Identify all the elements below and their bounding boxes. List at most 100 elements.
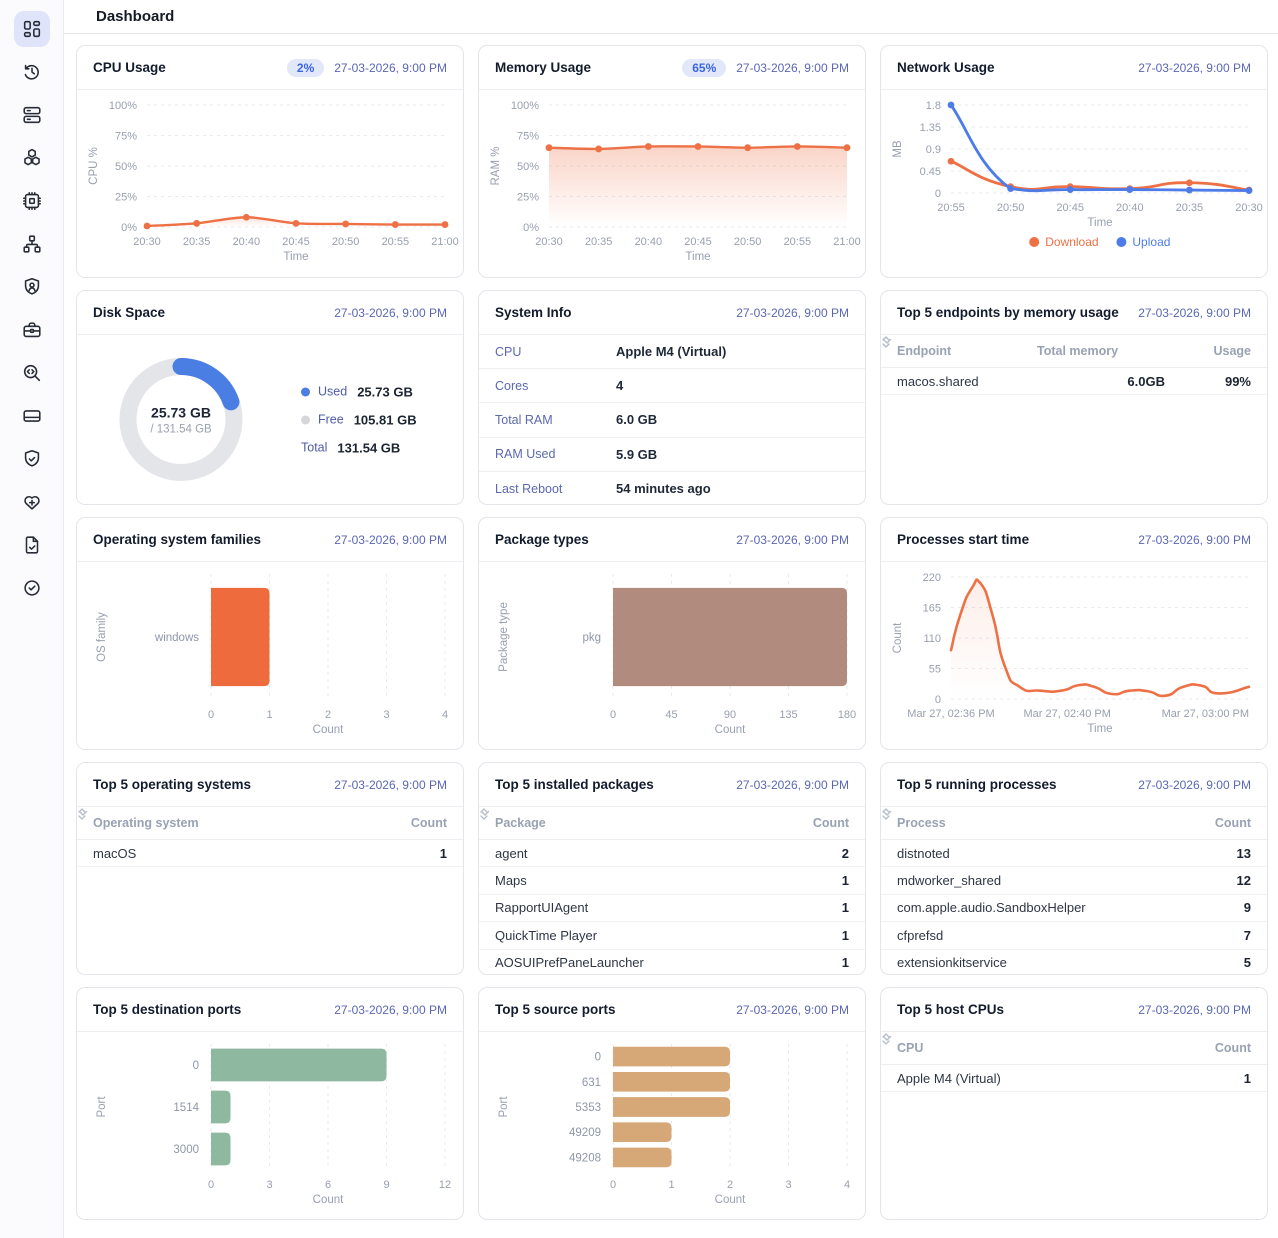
svg-text:Count: Count bbox=[313, 1194, 344, 1206]
svg-text:20:30: 20:30 bbox=[1235, 202, 1263, 214]
column-header-package[interactable]: Package bbox=[480, 808, 763, 830]
svg-text:0.45: 0.45 bbox=[920, 166, 941, 178]
card-cpu-usage: CPU Usage 2% 27-03-2026, 9:00 PM 0% 25% 50… bbox=[76, 45, 464, 278]
card-timestamp: 27-03-2026, 9:00 PM bbox=[1138, 532, 1251, 547]
svg-text:100%: 100% bbox=[109, 100, 137, 112]
sidebar-item-badge-check[interactable] bbox=[14, 570, 50, 606]
column-header-count[interactable]: Count bbox=[78, 810, 447, 830]
storage-card-icon bbox=[22, 410, 41, 422]
column-header-count[interactable]: Count bbox=[480, 810, 849, 830]
svg-text:1: 1 bbox=[668, 1179, 674, 1191]
sidebar-item-dashboard[interactable] bbox=[13, 11, 50, 47]
column-header-cpu[interactable]: CPU bbox=[882, 1033, 1165, 1055]
svg-text:windows: windows bbox=[154, 632, 199, 644]
processes-start-title: Processes start time bbox=[897, 532, 1030, 547]
cpu-usage-chart[interactable]: 0% 25% 50% 75% 100% CPU % 20:30 20:35 20:40 20:45… bbox=[77, 90, 463, 277]
card-system-info: System Info 27-03-2026, 9:00 PM CPU Apple… bbox=[478, 290, 866, 505]
svg-text:Mar 27, 02:36 PM: Mar 27, 02:36 PM bbox=[907, 708, 994, 720]
svg-text:Count: Count bbox=[892, 622, 904, 653]
svg-text:MB: MB bbox=[892, 140, 904, 158]
svg-text:1: 1 bbox=[266, 709, 272, 721]
cell-count: 1 bbox=[841, 873, 849, 889]
sort-desc-icon[interactable] bbox=[881, 807, 893, 819]
sidebar-item-servers[interactable] bbox=[14, 97, 50, 133]
sidebar-item-history[interactable] bbox=[14, 54, 50, 90]
column-header-operating-system[interactable]: Operating system bbox=[78, 808, 361, 830]
card-timestamp: 27-03-2026, 9:00 PM bbox=[1138, 777, 1251, 792]
sidebar-item-cpu[interactable] bbox=[14, 183, 50, 219]
svg-text:20:35: 20:35 bbox=[585, 236, 613, 248]
svg-text:5353: 5353 bbox=[575, 1102, 601, 1114]
table-row: distnoted 13 bbox=[881, 840, 1267, 868]
svg-text:20:50: 20:50 bbox=[332, 236, 360, 248]
sidebar-item-health[interactable] bbox=[14, 484, 50, 520]
svg-text:Upload: Upload bbox=[1132, 235, 1170, 249]
sort-desc-icon[interactable] bbox=[479, 807, 491, 819]
os-families-chart[interactable]: 0 1 2 3 4 Count OS family windows bbox=[77, 562, 463, 749]
health-icon bbox=[23, 495, 40, 510]
dashboard-grid: CPU Usage 2% 27-03-2026, 9:00 PM 0% 25% 50… bbox=[64, 34, 1278, 1234]
card-top-os: Top 5 operating systems 27-03-2026, 9:00… bbox=[76, 762, 464, 975]
table-row: macOS 1 bbox=[77, 840, 463, 868]
svg-text:20:50: 20:50 bbox=[997, 202, 1025, 214]
svg-text:180: 180 bbox=[838, 709, 856, 721]
svg-text:1.8: 1.8 bbox=[926, 100, 941, 112]
column-header-usage[interactable]: Usage bbox=[882, 338, 1251, 358]
column-header-count[interactable]: Count bbox=[882, 1035, 1251, 1055]
dest-ports-chart[interactable]: 0 3 6 9 12 Count Port 0 1514 3000 bbox=[77, 1032, 463, 1219]
info-label: CPU bbox=[495, 344, 522, 359]
shield-check-icon bbox=[24, 449, 39, 467]
column-header-endpoint[interactable]: Endpoint bbox=[882, 336, 1025, 358]
network-usage-chart[interactable]: 0 0.45 0.9 1.35 1.8 MB 20:55 20:50 20:45 20:40 20:… bbox=[881, 90, 1267, 277]
cell-process: mdworker_shared bbox=[897, 873, 1002, 889]
column-header-process[interactable]: Process bbox=[882, 808, 1165, 830]
cpu-icon bbox=[22, 191, 41, 211]
sort-desc-icon[interactable] bbox=[881, 335, 893, 347]
table-row: Maps 1 bbox=[479, 867, 865, 895]
svg-text:0.9: 0.9 bbox=[926, 144, 941, 156]
memory-usage-chart[interactable]: 0% 25% 50% 75% 100% RAM % 20:30 20:35 20:40 20:45… bbox=[479, 90, 865, 277]
svg-text:20:55: 20:55 bbox=[784, 236, 812, 248]
svg-text:3000: 3000 bbox=[173, 1144, 199, 1156]
table-header: Package Count bbox=[479, 807, 865, 840]
dest-ports-title: Top 5 destination ports bbox=[93, 1002, 242, 1017]
card-processes-start-time: Processes start time 27-03-2026, 9:00 PM… bbox=[880, 517, 1268, 750]
card-timestamp: 27-03-2026, 9:00 PM bbox=[334, 305, 447, 320]
sidebar-item-toolbox[interactable] bbox=[14, 312, 50, 348]
card-timestamp: 27-03-2026, 9:00 PM bbox=[736, 777, 849, 792]
svg-text:Package type: Package type bbox=[498, 602, 510, 672]
svg-text:Port: Port bbox=[96, 1096, 108, 1118]
svg-text:20:45: 20:45 bbox=[1056, 202, 1084, 214]
cpu-usage-title: CPU Usage bbox=[93, 60, 166, 75]
sidebar-item-file-check[interactable] bbox=[14, 527, 50, 563]
info-label: Total RAM bbox=[495, 412, 553, 427]
svg-text:Port: Port bbox=[498, 1096, 510, 1118]
total-value: 131.54 GB bbox=[337, 440, 401, 455]
sidebar-item-storage-card[interactable] bbox=[14, 398, 50, 434]
sidebar-item-user-shield[interactable] bbox=[14, 269, 50, 305]
sidebar-item-network[interactable] bbox=[14, 226, 50, 262]
package-types-chart[interactable]: 0 45 90 135 180 Count Package type pkg bbox=[479, 562, 865, 749]
column-header-total-memory[interactable]: Total memory bbox=[882, 336, 1165, 358]
card-top-processes: Top 5 running processes 27-03-2026, 9:00… bbox=[880, 762, 1268, 975]
free-dot bbox=[301, 415, 310, 424]
column-header-count[interactable]: Count bbox=[882, 810, 1251, 830]
processes-start-chart[interactable]: 0 55 110 165 220 Count Mar 27, 02:36 PM Mar 27,… bbox=[881, 562, 1267, 749]
top-endpoints-table: Endpoint Total memory Usage macos.shared 6.0… bbox=[881, 335, 1267, 504]
cell-process: extensionkitservice bbox=[897, 955, 1007, 971]
cell-process: com.apple.audio.SandboxHelper bbox=[897, 900, 1086, 916]
sidebar-item-shield-check[interactable] bbox=[14, 441, 50, 477]
svg-text:1514: 1514 bbox=[173, 1102, 199, 1114]
sort-desc-icon[interactable] bbox=[881, 1032, 893, 1044]
info-row-cpu: CPU Apple M4 (Virtual) bbox=[479, 335, 865, 370]
disk-space-chart[interactable]: 25.73 GB / 131.54 GB Used 25.73 GB Free … bbox=[77, 335, 463, 504]
svg-text:0%: 0% bbox=[523, 222, 539, 234]
sidebar-item-packages[interactable] bbox=[14, 140, 50, 176]
source-ports-chart[interactable]: 0 1 2 3 4 Count Port 0 631 5353 49209 49208 bbox=[479, 1032, 865, 1219]
svg-text:0: 0 bbox=[610, 1179, 616, 1191]
sidebar-item-code-search[interactable] bbox=[14, 355, 50, 391]
card-timestamp: 27-03-2026, 9:00 PM bbox=[1138, 305, 1251, 320]
sort-desc-icon[interactable] bbox=[77, 807, 89, 819]
svg-text:CPU %: CPU % bbox=[88, 147, 100, 185]
svg-text:100%: 100% bbox=[511, 100, 539, 112]
